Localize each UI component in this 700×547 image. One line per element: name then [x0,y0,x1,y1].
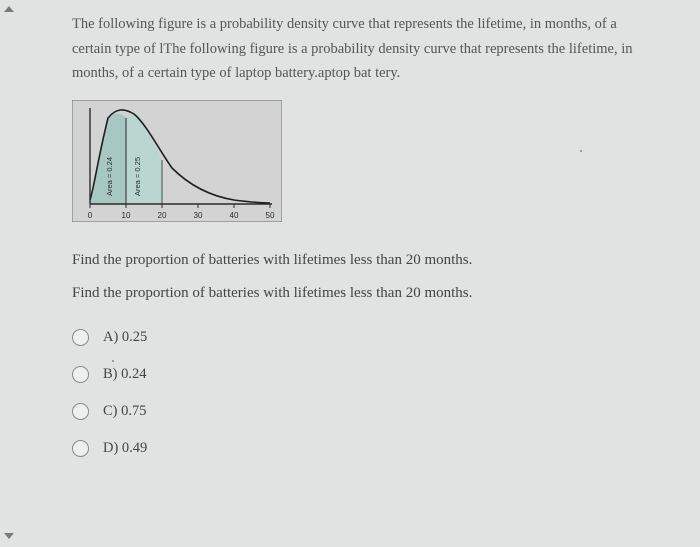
radio-icon[interactable] [72,440,89,457]
answer-options: A) 0.25 B) 0.24 C) 0.75 D) 0.49 [72,329,652,457]
option-c-label: C) 0.75 [103,403,147,420]
question-block: The following figure is a probability de… [72,12,652,457]
chart-svg: 0 10 20 30 40 50 Area = 0.24 Area = 0.25 [72,100,282,222]
speck [112,360,114,362]
option-c[interactable]: C) 0.75 [72,403,652,420]
svg-text:50: 50 [266,211,275,220]
option-a-label: A) 0.25 [103,329,147,346]
radio-icon[interactable] [72,403,89,420]
radio-icon[interactable] [72,366,89,383]
scroll-down-icon[interactable] [4,533,14,539]
svg-text:20: 20 [158,211,167,220]
option-d-label: D) 0.49 [103,440,147,457]
prompt-line-1: Find the proportion of batteries with li… [72,247,652,274]
option-b-label: B) 0.24 [103,366,147,383]
option-a[interactable]: A) 0.25 [72,329,652,346]
option-b[interactable]: B) 0.24 [72,366,652,383]
prompt-line-2: Find the proportion of batteries with li… [72,280,652,307]
svg-text:0: 0 [88,211,93,220]
svg-text:40: 40 [230,211,239,220]
density-curve-figure: 0 10 20 30 40 50 Area = 0.24 Area = 0.25 [72,100,652,227]
svg-text:10: 10 [122,211,131,220]
speck [580,150,582,152]
option-d[interactable]: D) 0.49 [72,440,652,457]
svg-text:30: 30 [194,211,203,220]
scroll-up-icon[interactable] [4,6,14,12]
radio-icon[interactable] [72,329,89,346]
question-text: The following figure is a probability de… [72,12,652,86]
area-label-2: Area = 0.25 [133,157,142,196]
area-label-1: Area = 0.24 [105,157,114,196]
